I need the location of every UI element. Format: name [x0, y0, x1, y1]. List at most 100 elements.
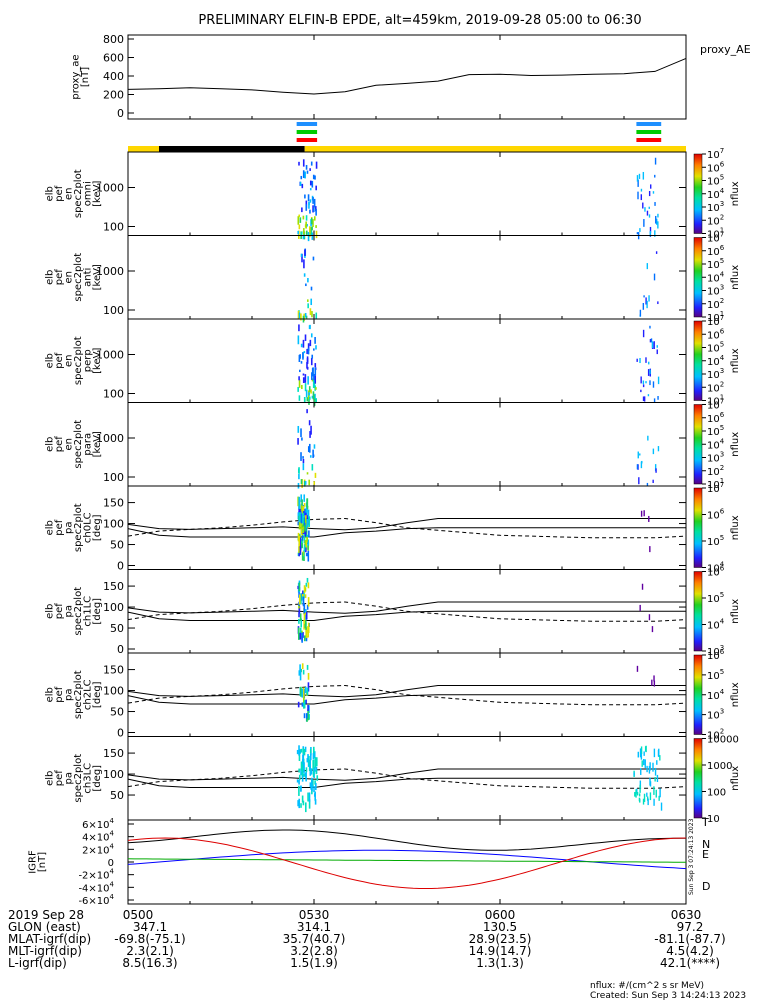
pa-spectrogram-cell [304, 527, 307, 537]
spectrogram-cell [647, 394, 650, 397]
pa-y-tick-label: 150 [103, 580, 124, 593]
spectrogram-cell [303, 259, 305, 269]
pa-spectrogram-cell [300, 527, 303, 535]
pa-spectrogram-cell [302, 669, 305, 675]
pa-spectrogram-cell [305, 510, 308, 516]
loss-cone-line [127, 694, 686, 705]
spectrogram-cell [298, 224, 301, 230]
spectrogram-cell [298, 214, 301, 218]
pa-spectrogram-cell [297, 800, 299, 807]
spectrogram-cell [310, 286, 313, 291]
plot-title: PRELIMINARY ELFIN-B EPDE, alt=459km, 201… [198, 13, 641, 28]
pa-spectrogram-cell [301, 538, 303, 548]
spectrogram-cell [312, 174, 315, 180]
pa-spectrogram-cell [301, 688, 304, 698]
spectrogram-cell [654, 174, 656, 178]
pa-spectrogram-cell [306, 519, 309, 528]
science-zone-marker [636, 130, 662, 134]
pa-spectrogram-cell [306, 687, 309, 696]
units-note: nflux: #/(cm^2 s sr MeV) [590, 981, 704, 991]
pa-spectrogram-cell [306, 664, 309, 670]
spectrogram-cell [315, 398, 317, 404]
igrf-y-tick-label: 4×104 [82, 830, 114, 844]
colorbar-tick-label: 104 [707, 187, 725, 201]
colorbar-tick-label: 103 [707, 451, 724, 465]
pa-spectrogram-cell [303, 509, 305, 516]
pa-spectrogram-cell [300, 748, 303, 753]
pa-spectrogram-cell [643, 758, 645, 766]
pa-spectrogram-cell [298, 594, 301, 605]
y-label-line: pef [54, 185, 65, 202]
spectrogram-cell [656, 349, 658, 355]
spectrogram-cell [310, 357, 313, 366]
y-label-line: proxy_ae [71, 54, 82, 99]
pa-spectrogram-cell [648, 515, 650, 522]
pa-spectrogram-cell [302, 756, 305, 762]
status-segment [128, 146, 159, 152]
pa-spectrogram-cell [296, 749, 299, 755]
y-label-line: pef [54, 770, 65, 787]
pa-spectrogram-cell [303, 533, 306, 544]
spectrogram-cell [649, 380, 651, 386]
energy-y-tick-label: 1000 [96, 349, 124, 362]
pa-spectrogram-cell [649, 781, 652, 787]
pa-spectrogram-cell [307, 682, 310, 692]
spectrogram-cell [637, 191, 639, 200]
y-label-line: pef [54, 269, 65, 286]
spectrogram-cell [304, 171, 306, 179]
spectrogram-cell [297, 425, 300, 433]
spectrogram-cell [302, 352, 304, 360]
pa-y-tick-label: 100 [103, 601, 124, 614]
pa-spectrogram-cell [300, 768, 302, 776]
pa-spectrogram-cell [307, 672, 310, 680]
colorbar-tick-label: 102 [707, 213, 724, 227]
pa-spectrogram-cell [312, 770, 315, 778]
spectrogram-cell [302, 373, 305, 376]
pa-y-tick-label: 50 [110, 622, 124, 635]
colorbar-label: nflux [730, 515, 741, 540]
spectrogram-cell [306, 230, 308, 236]
colorbar-tick-label: 102 [707, 380, 724, 394]
pa-spectrogram-cell [303, 773, 305, 777]
pa-spectrogram-cell [643, 510, 645, 517]
y-label-line: IGRF [28, 850, 39, 874]
science-zone-marker [296, 130, 318, 134]
spectrogram-cell [645, 381, 647, 384]
ephemeris-value: 97.2 [677, 920, 704, 934]
pa-y-tick-label: 150 [103, 747, 124, 760]
ephemeris-value: 4.5(4.2) [666, 944, 714, 958]
colorbar-tick-label: 104 [707, 354, 725, 368]
pa-panel: 050100150elbpefpaspec2plotch0LC[deg]1041… [45, 481, 742, 575]
pa-spectrogram-cell [636, 665, 639, 672]
loss-cone-line [127, 777, 686, 788]
pa-spectrogram-cell [303, 611, 306, 621]
spectrogram-cell [649, 226, 652, 233]
colorbar-tick-label: 10 [707, 814, 720, 825]
colorbar-tick-label: 105 [707, 668, 724, 682]
ae-y-tick-label: 800 [103, 33, 124, 46]
spectrogram-cell [309, 455, 312, 458]
spectrogram-cell [657, 221, 659, 229]
spectrogram-cell [640, 461, 643, 469]
spectrogram-cell [299, 369, 301, 373]
colorbar-tick-label: 107 [707, 314, 724, 328]
y-label-line: [keV] [92, 348, 103, 374]
colorbar-tick-label: 105 [707, 257, 724, 271]
pa-spectrogram-cell [304, 524, 307, 532]
pa-spectrogram-cell [301, 764, 304, 771]
spectrogram-cell [308, 420, 311, 426]
colorbar-gradient [693, 320, 703, 401]
pa-spectrogram-cell [297, 585, 299, 590]
ephemeris-value: 8.5(16.3) [122, 956, 177, 970]
spectrogram-cell [646, 482, 649, 486]
pa-spectrogram-cell [313, 793, 316, 797]
colorbar-label: nflux [730, 599, 741, 624]
spectrogram-cell [299, 181, 302, 187]
spectrogram-cell [646, 263, 649, 270]
pa-spectrogram-cell [312, 746, 315, 757]
colorbar-tick-label: 105 [707, 424, 724, 438]
spectrogram-cell [312, 367, 314, 377]
pa-spectrogram-cell [303, 494, 306, 502]
pa-spectrogram-cell [312, 759, 315, 767]
